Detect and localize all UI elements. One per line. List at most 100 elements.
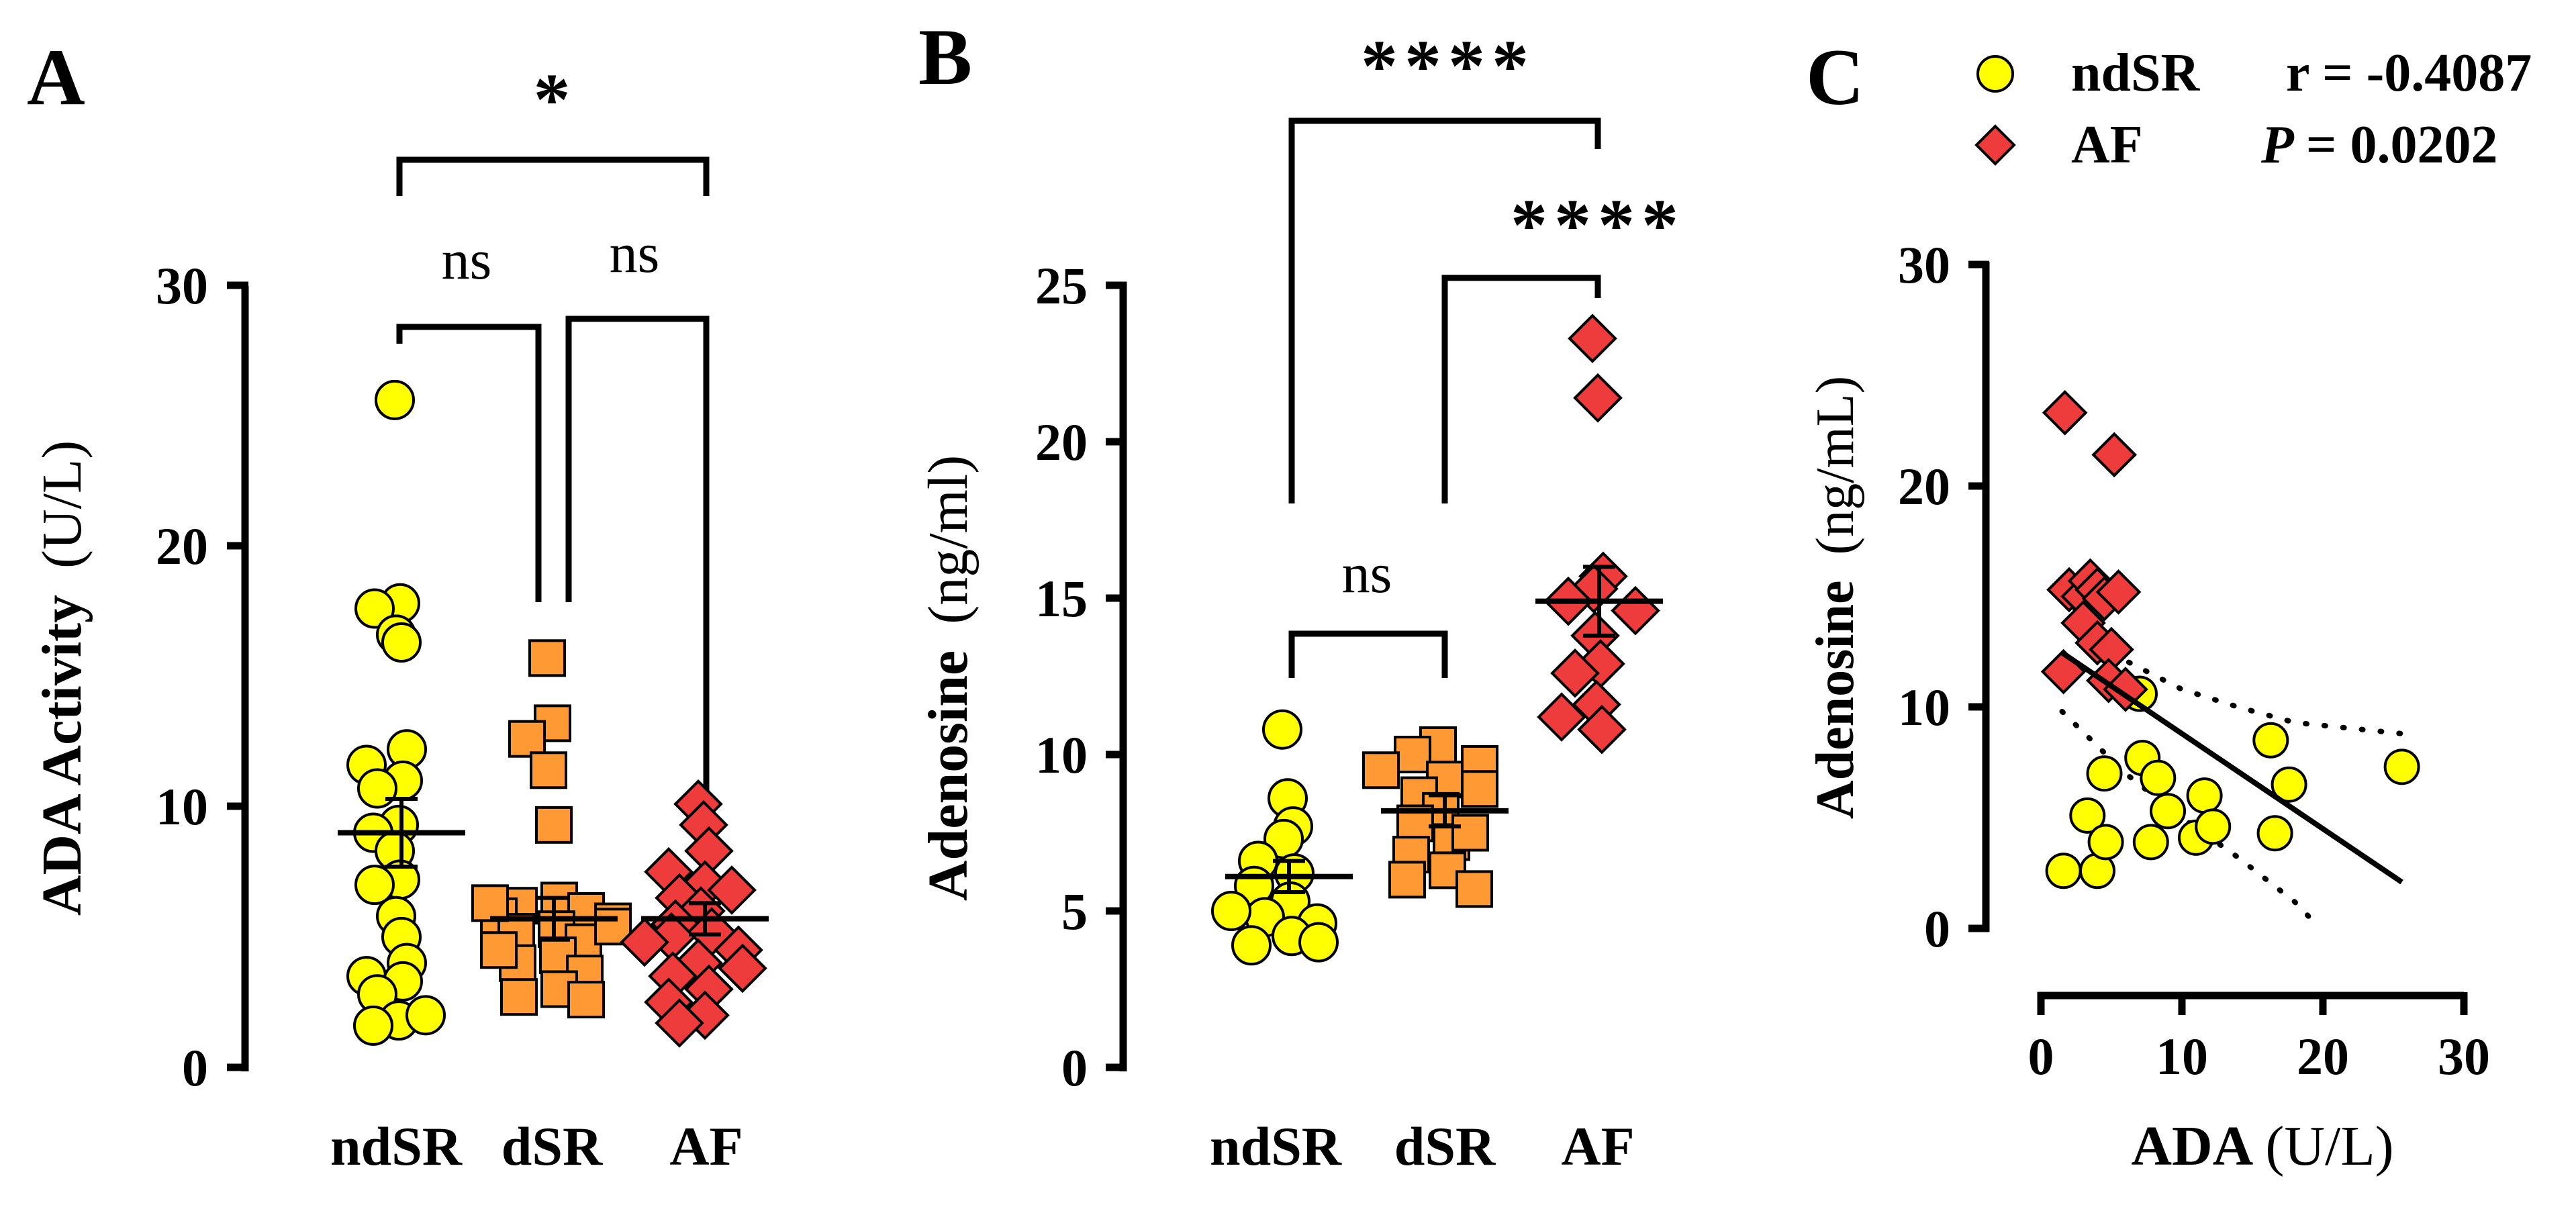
panel-a-label: A — [27, 32, 85, 122]
panel-c-p-number: = 0.0202 — [2306, 115, 2498, 175]
legend-ndsr-marker — [1976, 55, 2014, 93]
svg-text:ADA Activity (U/L): ADA Activity (U/L) — [31, 440, 93, 916]
panel-c-ndsr-point — [2069, 797, 2106, 834]
panel-a-af-point — [655, 998, 704, 1048]
panel-c-ndsr-point — [2186, 777, 2223, 814]
panel-c-ytick-label-20: 20 — [1898, 457, 1950, 516]
panel-c-xtick-label-0: 0 — [2028, 1027, 2054, 1085]
panel-b-ylabel-units: (ng/ml) — [917, 455, 980, 624]
panel-c-af-point — [2095, 569, 2142, 615]
panel-b-sig-ndsr-dsr: ns — [1342, 542, 1392, 605]
legend-af-label: AF — [2071, 115, 2143, 175]
panel-b-y-axis-label: Adenosine (ng/ml) — [917, 455, 980, 901]
panel-c-ndsr-point — [2132, 824, 2169, 861]
panel-c-ylabel-units: (ng/mL) — [1806, 376, 1865, 555]
panel-c-y-axis-label: Adenosine (ng/mL) — [1806, 376, 1865, 819]
panel-b-dsr-point — [1362, 751, 1400, 789]
panel-c-points — [2040, 389, 2420, 931]
panel-a-sig-dsr-af: ns — [610, 222, 660, 285]
panel-a-ylabel-bold: ADA Activity — [31, 595, 93, 916]
svg-text:Adenosine (ng/ml): Adenosine (ng/ml) — [917, 455, 980, 901]
panel-a-af-point — [620, 917, 669, 967]
panel-a-sig-ndsr-dsr: ns — [442, 229, 492, 291]
panel-c-p-symbol: P — [2260, 115, 2295, 175]
panel-c-regression-line — [2060, 650, 2403, 885]
panel-c-xlabel-bold: ADA — [2131, 1115, 2253, 1177]
panel-c-xtick-label-10: 10 — [2156, 1027, 2208, 1085]
panel-c-xtick-label-20: 20 — [2297, 1027, 2349, 1085]
panel-a-bracket-dsr-af — [565, 316, 710, 893]
panel-a-dsr-point — [567, 981, 605, 1019]
panel-b-ytick-label-25: 25 — [1035, 256, 1088, 315]
panel-a-xcat-ndsr: ndSR — [330, 1116, 463, 1177]
panel-c-p-value: P = 0.0202 — [2260, 115, 2497, 175]
panel-c-legend: ndSR AF — [1974, 44, 2200, 175]
panel-a: A ADA Activity (U/L) 0 10 20 30 ndSR dSR… — [27, 32, 769, 1177]
panel-b-xcat-ndsr: ndSR — [1210, 1116, 1342, 1177]
panel-a-points — [338, 379, 769, 1048]
panel-b-ytick-label-0: 0 — [1061, 1038, 1088, 1097]
panel-b-dsr-point — [1388, 861, 1426, 899]
panel-b-bracket-dsr-af — [1441, 275, 1601, 503]
panel-b-af-point — [1577, 704, 1627, 755]
panel-a-ndsr-point — [354, 865, 395, 906]
panel-c-label: C — [1806, 32, 1864, 122]
panel-b-ytick-label-5: 5 — [1061, 882, 1088, 940]
panel-a-dsr-point — [471, 884, 509, 922]
panel-a-xcat-af: AF — [669, 1116, 743, 1177]
panel-a-ytick-label-0: 0 — [182, 1038, 208, 1097]
panel-c-xtick-label-30: 30 — [2438, 1027, 2490, 1085]
panel-a-xcat-dsr: dSR — [502, 1116, 603, 1177]
panel-b-bracket-ndsr-af — [1288, 117, 1601, 503]
panel-b-af-point — [1537, 692, 1586, 742]
panel-b-ytick-label-10: 10 — [1035, 726, 1088, 784]
panel-b-xcat-dsr: dSR — [1394, 1116, 1496, 1177]
panel-a-dsr-point — [480, 931, 518, 969]
panel-c-ndsr-point — [2195, 808, 2232, 845]
panel-a-y-axis-label: ADA Activity (U/L) — [31, 440, 93, 916]
panel-a-dsr-point — [528, 639, 566, 677]
panel-c-ndsr-point — [2271, 766, 2307, 803]
panel-a-ndsr-point — [381, 622, 422, 663]
panel-a-ndsr-point — [354, 588, 395, 629]
panel-c-ndsr-point — [2087, 824, 2124, 861]
panel-c-ndsr-point — [2086, 755, 2123, 792]
panel-a-ndsr-point — [353, 1005, 393, 1046]
legend-af-marker — [1974, 124, 2016, 166]
panel-c-ndsr-point — [2252, 722, 2289, 759]
panel-b-ytick-label-15: 15 — [1035, 569, 1088, 628]
panel-c-xlabel-units: (U/L) — [2265, 1115, 2393, 1177]
panel-b-dsr-point — [1451, 814, 1489, 852]
panel-b-af-point — [1568, 313, 1617, 364]
panel-b-points — [1211, 313, 1663, 966]
panel-a-sig-ndsr-af: * — [534, 58, 571, 140]
panel-c-ndsr-point — [2150, 793, 2186, 830]
panel-b-af-point — [1611, 585, 1660, 636]
panel-a-ytick-label-20: 20 — [156, 517, 208, 575]
panel-c-r-value: r = -0.4087 — [2286, 44, 2532, 103]
svg-text:Adenosine (ng/mL): Adenosine (ng/mL) — [1806, 376, 1865, 819]
panel-a-ytick-label-30: 30 — [156, 256, 208, 315]
panel-a-ndsr-point — [406, 995, 446, 1036]
panel-b-dsr-point — [1461, 770, 1498, 808]
panel-a-ytick-label-10: 10 — [156, 777, 208, 836]
panel-b-bracket-ndsr-dsr — [1288, 630, 1448, 678]
panel-c-af-point — [2042, 389, 2088, 436]
panel-a-ndsr-point — [357, 768, 397, 809]
panel-b-xcat-af: AF — [1561, 1116, 1634, 1177]
panel-c-ylabel-bold: Adenosine — [1806, 580, 1865, 819]
panel-c-ytick-label-10: 10 — [1898, 678, 1950, 736]
panel-a-ylabel-units: (U/L) — [31, 440, 93, 569]
panel-b-ndsr-point — [1211, 891, 1251, 931]
panel-b-ndsr-point — [1298, 922, 1339, 963]
panel-b-ndsr-point — [1231, 925, 1272, 966]
legend-ndsr-label: ndSR — [2071, 44, 2200, 103]
panel-a-dsr-point — [530, 751, 567, 789]
panel-c-ndsr-point — [2383, 748, 2420, 785]
panel-c-ndsr-point — [2140, 759, 2177, 796]
panel-b-sig-dsr-af: **** — [1511, 184, 1685, 266]
panel-c-ytick-label-30: 30 — [1898, 236, 1950, 294]
panel-b-af-point — [1550, 648, 1600, 698]
panel-a-bracket-ndsr-dsr — [396, 324, 542, 602]
